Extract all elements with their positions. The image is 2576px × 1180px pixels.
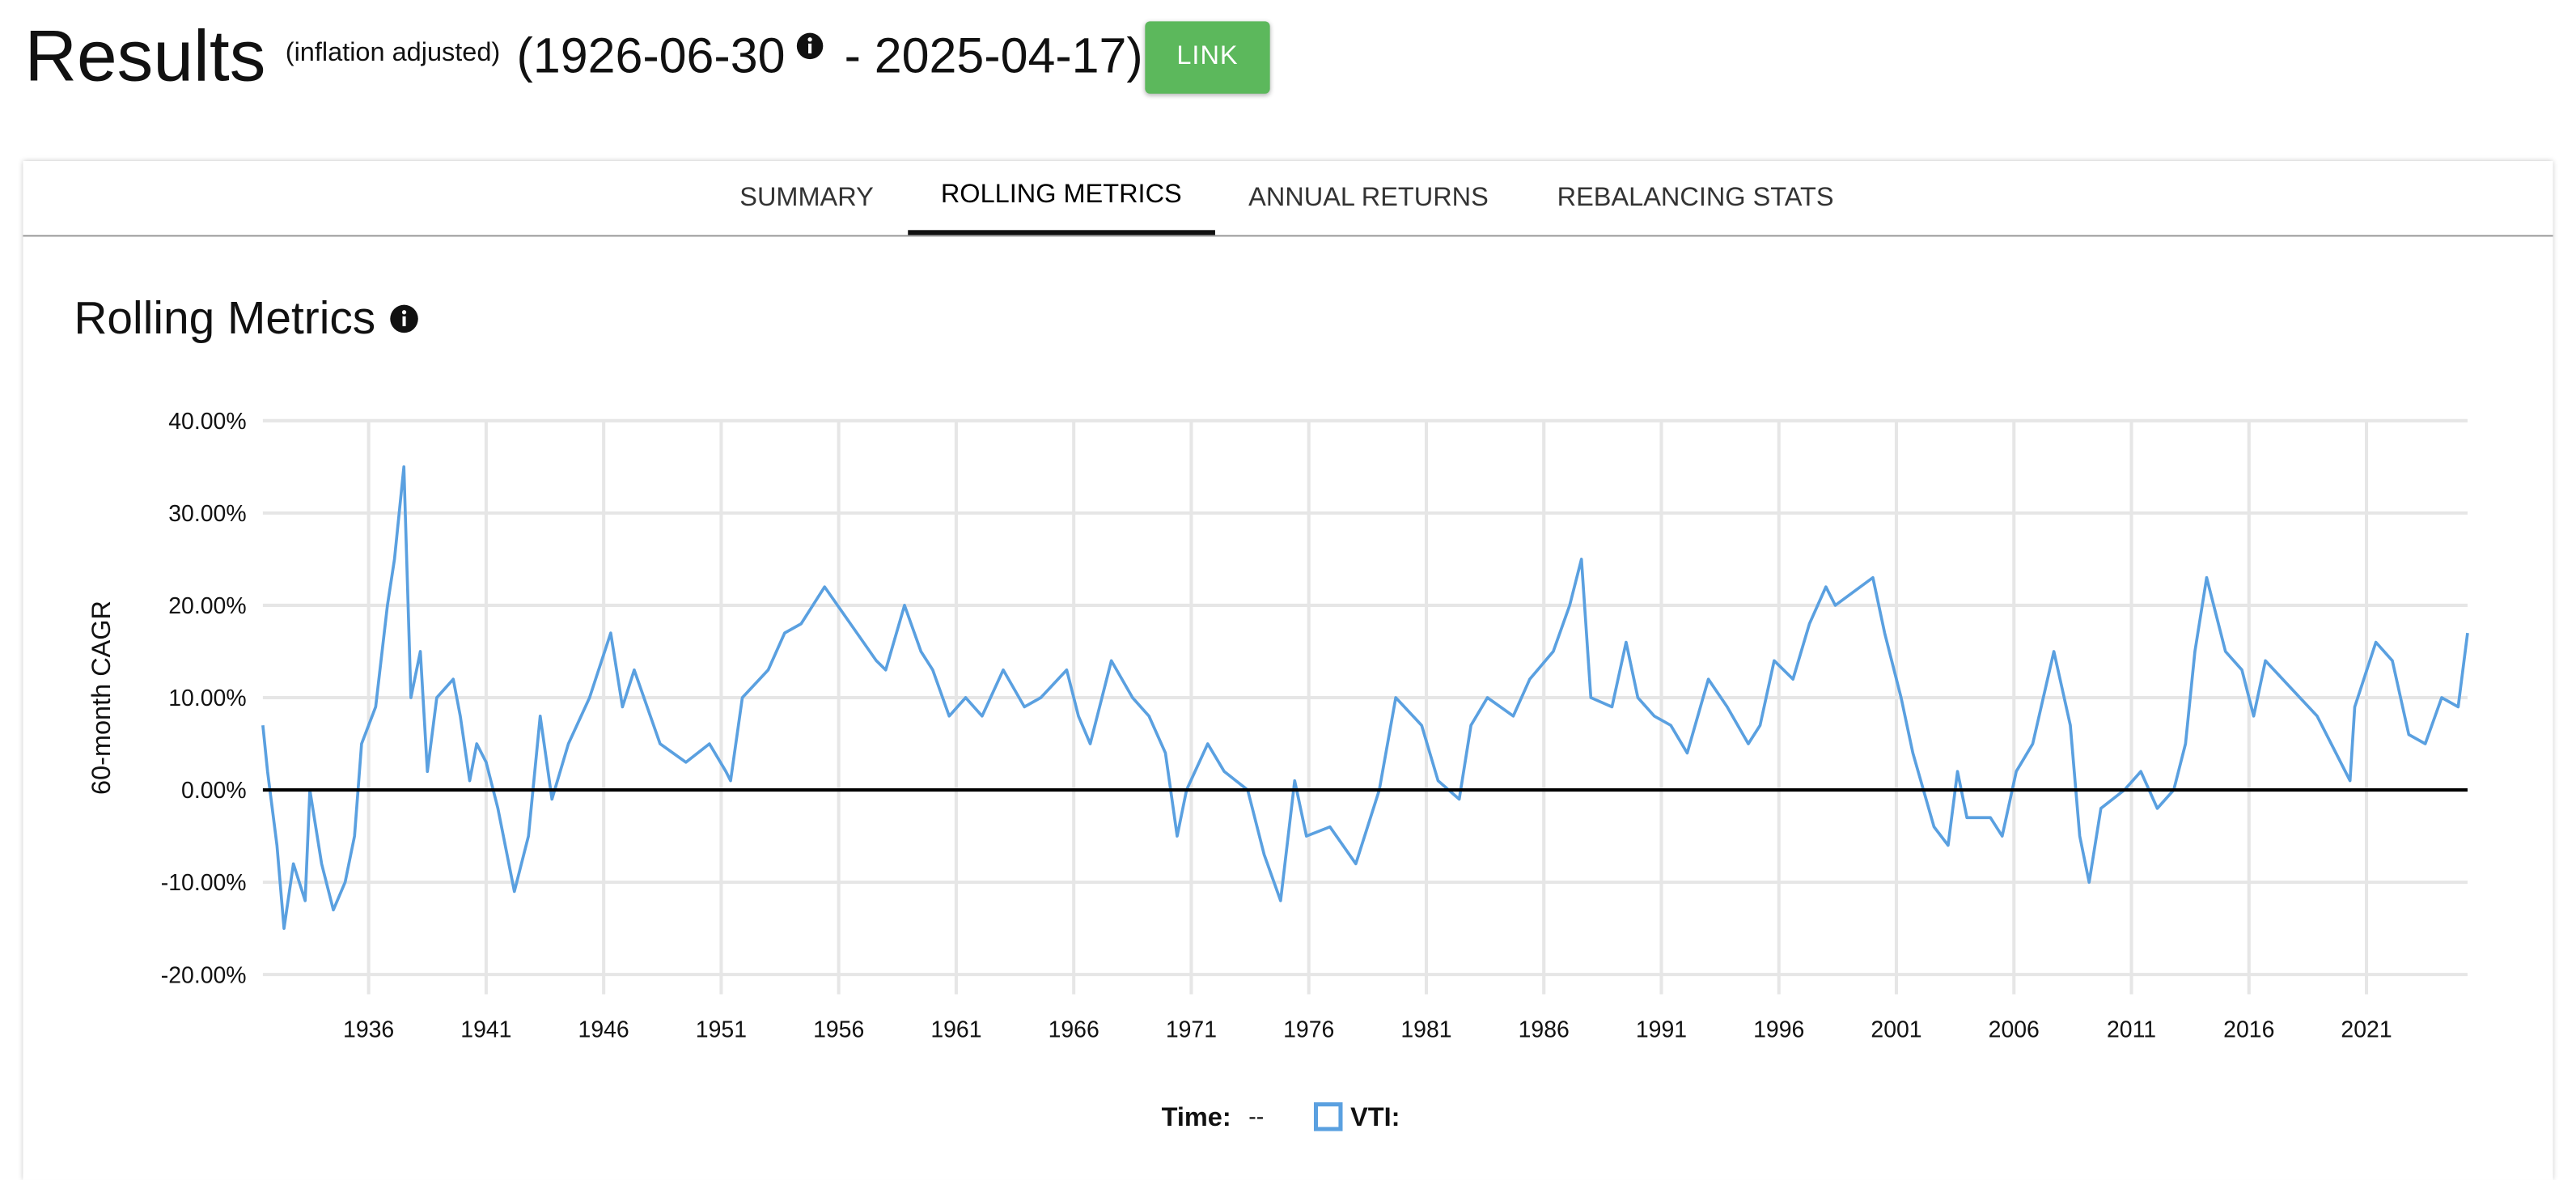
section-header: Rolling Metrics (74, 292, 422, 345)
x-tick-label: 1996 (1753, 1017, 1804, 1042)
tab[interactable]: ANNUAL RETURNS (1248, 183, 1489, 211)
legend-time-value: -- (1248, 1104, 1264, 1130)
y-tick-label: 40.00% (168, 409, 246, 435)
tab[interactable]: SUMMARY (739, 183, 874, 211)
x-tick-label: 2011 (2107, 1017, 2156, 1042)
x-tick-label: 1941 (460, 1017, 511, 1042)
section-title: Rolling Metrics (74, 292, 376, 344)
info-icon[interactable] (385, 301, 422, 337)
title: Results (24, 16, 266, 97)
x-tick-label: 1951 (696, 1017, 747, 1042)
legend-time-label: Time: (1162, 1102, 1231, 1131)
tab[interactable]: REBALANCING STATS (1557, 183, 1834, 211)
x-tick-label: 2001 (1871, 1017, 1921, 1042)
x-tick-label: 2021 (2341, 1017, 2392, 1042)
legend-label: VTI: (1350, 1102, 1400, 1131)
x-tick-label: 2006 (1989, 1017, 2040, 1042)
tab-bar: SUMMARY ROLLING METRICS ANNUAL RETURNS REBA… (23, 161, 2553, 237)
x-tick-label: 1956 (813, 1017, 864, 1042)
x-tick-label: 1971 (1166, 1017, 1217, 1042)
x-tick-label: 1946 (578, 1017, 629, 1042)
info-icon[interactable] (792, 28, 828, 65)
x-tick-label: 1981 (1400, 1017, 1451, 1042)
y-tick-label: -20.00% (161, 962, 247, 988)
series-line (261, 465, 2469, 930)
legend-swatch (1313, 1102, 1343, 1131)
y-tick-label: -10.00% (161, 870, 247, 896)
start-date: (1926-06-30 (516, 29, 786, 84)
end-date: - 2025-04-17) (844, 29, 1143, 84)
x-tick-label: 1966 (1049, 1017, 1099, 1042)
x-tick-label: 1986 (1519, 1017, 1570, 1042)
x-tick-label: 1961 (930, 1017, 981, 1042)
y-axis-label: 60-month CAGR (87, 601, 116, 795)
x-tick-label: 1991 (1636, 1017, 1687, 1042)
header: Results (inflation adjusted) (1926-06-30… (24, 13, 1142, 102)
x-tick-label: 1936 (343, 1017, 394, 1042)
tab[interactable]: ROLLING METRICS (908, 161, 1215, 236)
y-tick-label: 30.00% (168, 501, 246, 527)
y-tick-label: 0.00% (181, 778, 247, 804)
x-tick-label: 2016 (2223, 1017, 2274, 1042)
y-tick-label: 10.00% (168, 686, 246, 711)
note: (inflation adjusted) (285, 39, 501, 68)
x-tick-label: 1976 (1283, 1017, 1334, 1042)
link-button[interactable]: LINK (1145, 21, 1270, 94)
y-tick-label: 20.00% (168, 593, 246, 619)
